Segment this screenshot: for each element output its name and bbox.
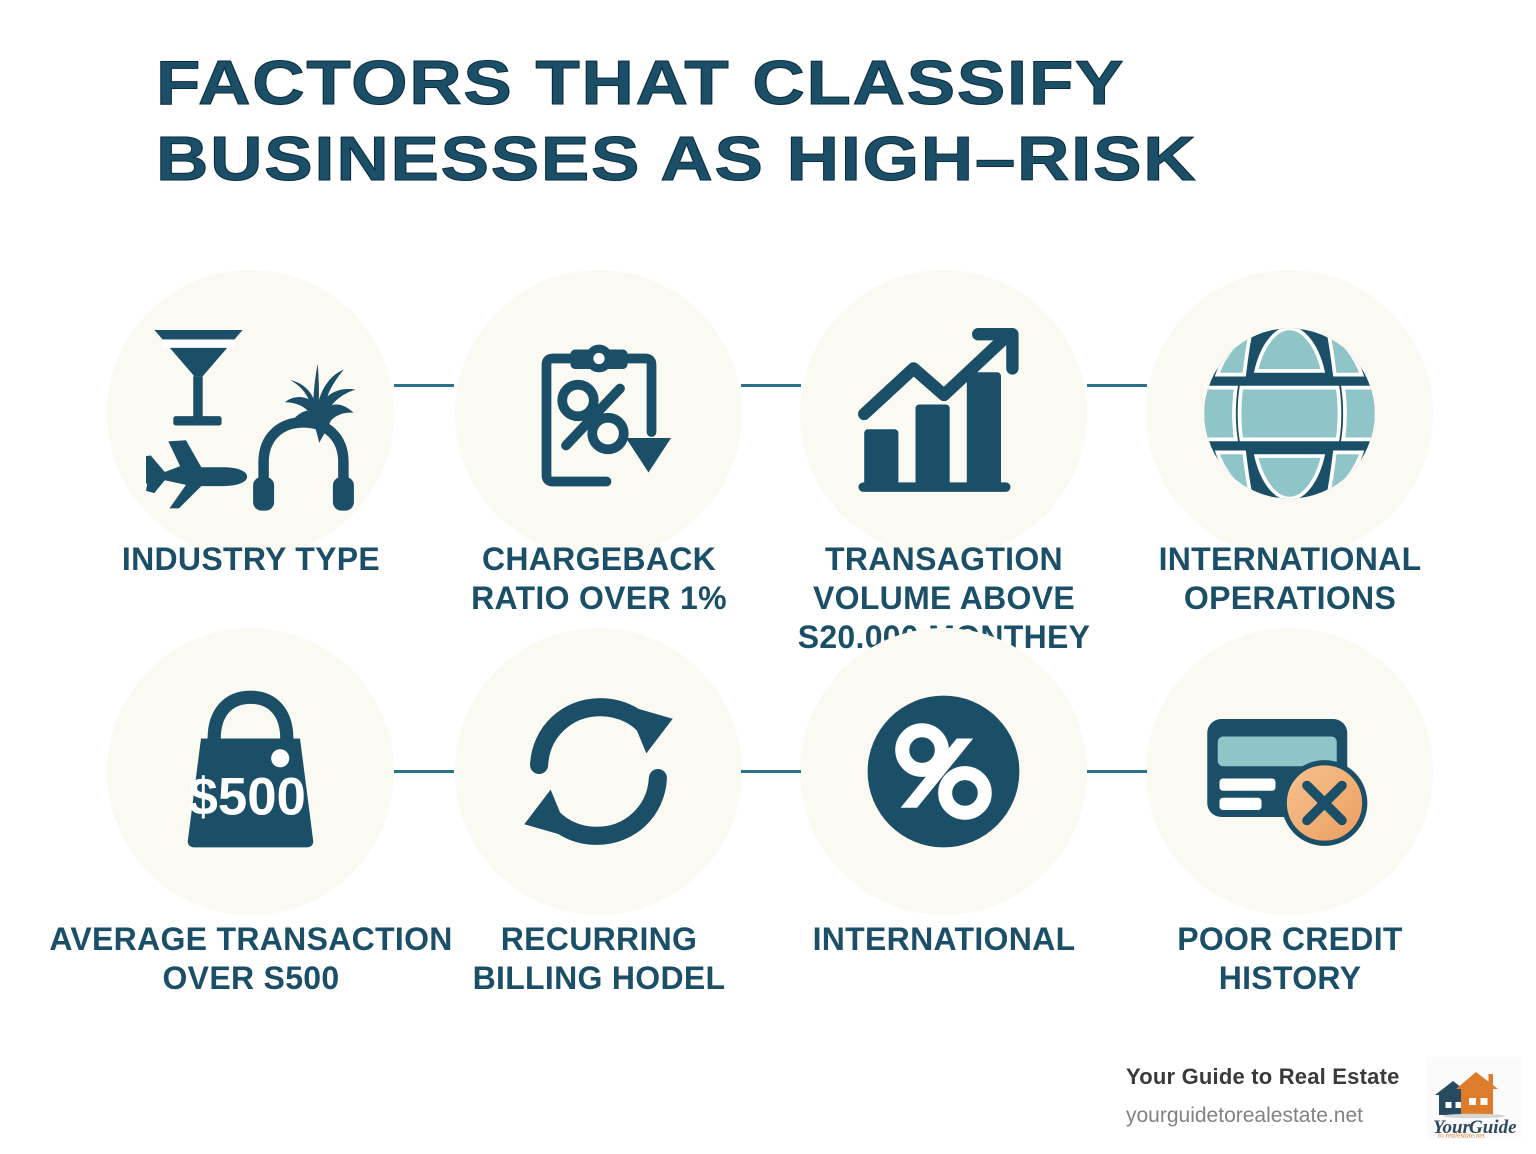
svg-text:$500: $500 (188, 767, 305, 826)
svg-text:to realestate.net: to realestate.net (1438, 1131, 1486, 1140)
